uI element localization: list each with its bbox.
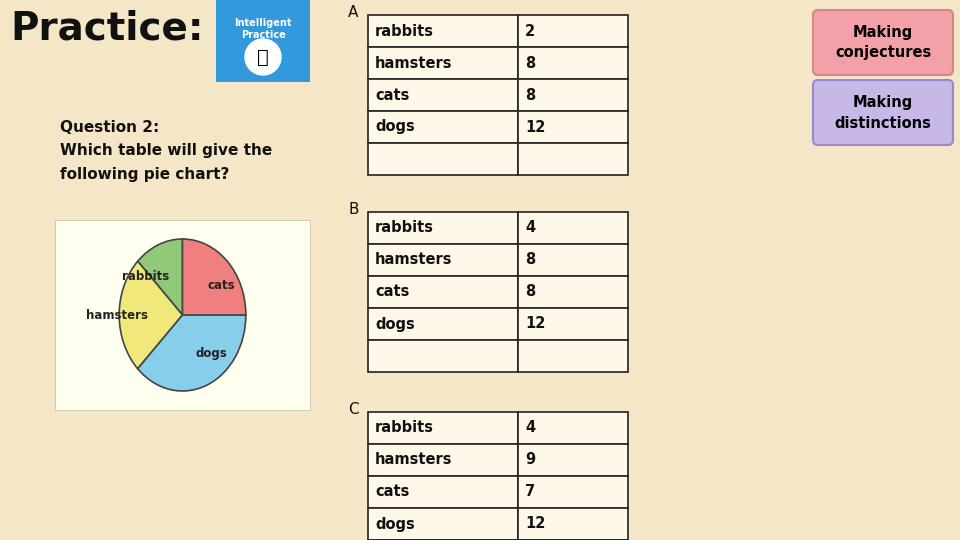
Bar xyxy=(518,476,628,508)
FancyBboxPatch shape xyxy=(55,220,310,410)
Bar xyxy=(518,244,628,276)
Text: 4: 4 xyxy=(525,421,535,435)
Text: cats: cats xyxy=(207,279,235,292)
Bar xyxy=(518,340,628,372)
Text: dogs: dogs xyxy=(375,316,415,332)
Bar xyxy=(368,212,518,244)
Bar xyxy=(368,308,518,340)
Text: dogs: dogs xyxy=(375,119,415,134)
Text: cats: cats xyxy=(375,285,409,300)
Bar xyxy=(368,15,518,47)
Text: Question 2:
Which table will give the
following pie chart?: Question 2: Which table will give the fo… xyxy=(60,120,273,182)
Wedge shape xyxy=(182,239,246,315)
FancyBboxPatch shape xyxy=(813,80,953,145)
Bar xyxy=(518,143,628,175)
FancyBboxPatch shape xyxy=(813,10,953,75)
Bar xyxy=(368,47,518,79)
Bar xyxy=(518,15,628,47)
Text: dogs: dogs xyxy=(196,347,228,360)
Text: hamsters: hamsters xyxy=(375,56,452,71)
Text: rabbits: rabbits xyxy=(122,270,169,283)
Wedge shape xyxy=(137,315,246,391)
Text: 2: 2 xyxy=(525,24,535,38)
Bar xyxy=(518,212,628,244)
Text: hamsters: hamsters xyxy=(375,253,452,267)
Bar xyxy=(368,111,518,143)
Bar xyxy=(368,508,518,540)
Text: 8: 8 xyxy=(525,285,536,300)
Text: 12: 12 xyxy=(525,316,545,332)
Text: 9: 9 xyxy=(525,453,535,468)
Text: A: A xyxy=(348,5,358,20)
Text: B: B xyxy=(348,202,358,217)
Bar xyxy=(368,79,518,111)
Bar xyxy=(368,276,518,308)
Text: cats: cats xyxy=(375,484,409,500)
Bar xyxy=(518,508,628,540)
Bar xyxy=(518,111,628,143)
Bar xyxy=(368,244,518,276)
Bar xyxy=(368,476,518,508)
Wedge shape xyxy=(119,261,182,369)
Text: hamsters: hamsters xyxy=(375,453,452,468)
Text: Practice:: Practice: xyxy=(10,10,204,48)
Text: 8: 8 xyxy=(525,253,536,267)
Text: dogs: dogs xyxy=(375,516,415,531)
Text: Intelligent
Practice: Intelligent Practice xyxy=(234,18,292,40)
Text: rabbits: rabbits xyxy=(375,421,434,435)
Bar xyxy=(368,340,518,372)
Bar xyxy=(368,444,518,476)
Bar xyxy=(368,143,518,175)
Text: 8: 8 xyxy=(525,56,536,71)
Text: Making
conjectures: Making conjectures xyxy=(835,24,931,60)
FancyBboxPatch shape xyxy=(216,0,310,82)
Text: hamsters: hamsters xyxy=(85,308,148,321)
Text: C: C xyxy=(348,402,359,417)
Bar xyxy=(518,444,628,476)
Text: cats: cats xyxy=(375,87,409,103)
Text: Making
distinctions: Making distinctions xyxy=(834,94,931,131)
Text: rabbits: rabbits xyxy=(375,24,434,38)
Text: 🧠: 🧠 xyxy=(257,48,269,66)
Wedge shape xyxy=(137,239,182,315)
Text: rabbits: rabbits xyxy=(375,220,434,235)
Text: 12: 12 xyxy=(525,119,545,134)
Bar xyxy=(518,276,628,308)
Text: 12: 12 xyxy=(525,516,545,531)
Text: 4: 4 xyxy=(525,220,535,235)
Circle shape xyxy=(245,39,281,75)
Bar xyxy=(368,412,518,444)
Text: 7: 7 xyxy=(525,484,535,500)
Text: 8: 8 xyxy=(525,87,536,103)
Bar xyxy=(518,47,628,79)
Bar xyxy=(518,308,628,340)
Bar xyxy=(518,79,628,111)
Bar xyxy=(518,412,628,444)
